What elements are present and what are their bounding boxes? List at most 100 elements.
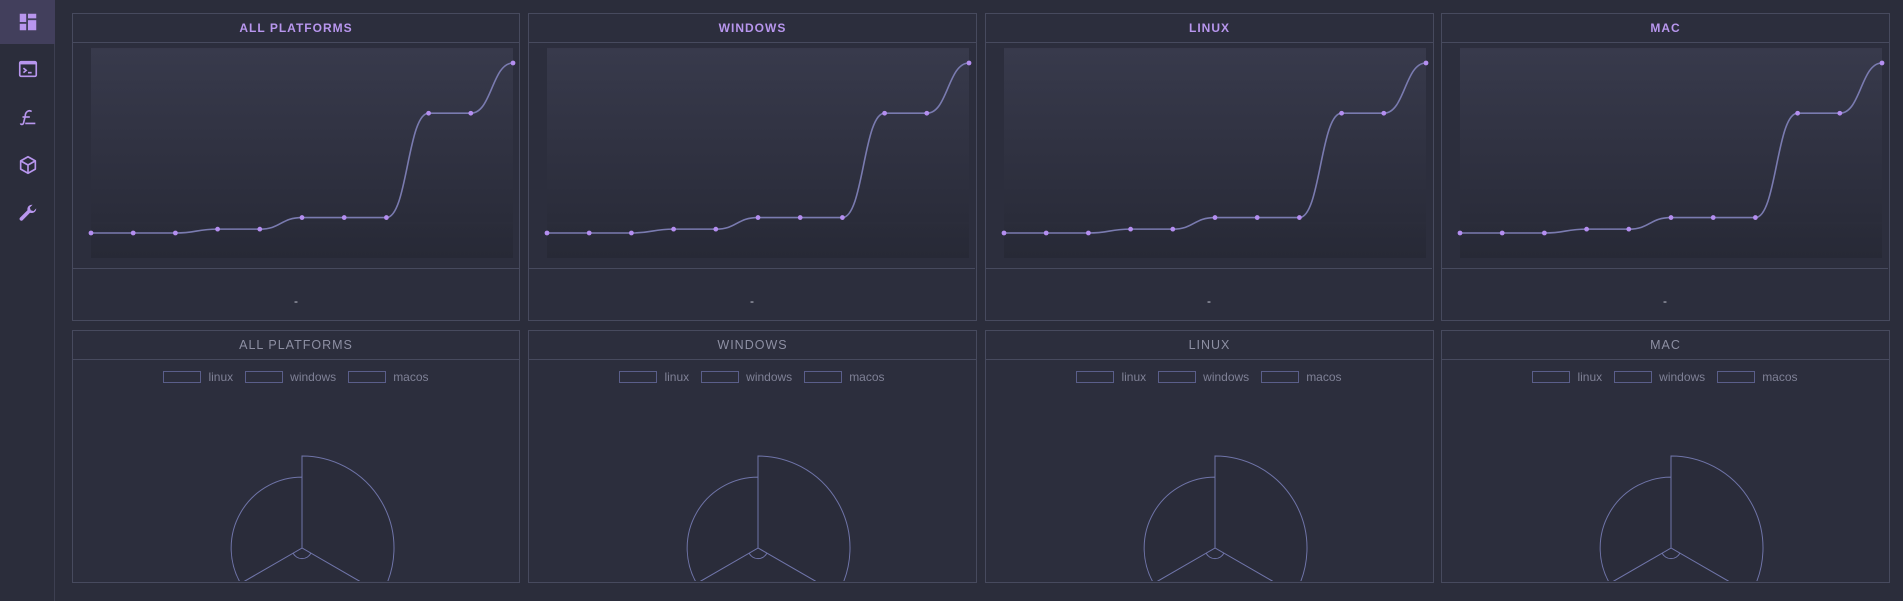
data-point [1043,230,1049,236]
legend-swatch [804,371,843,383]
data-point [713,226,719,232]
data-point [840,215,845,220]
legend-item-macos[interactable]: macos [804,370,885,384]
plot-background [1004,48,1426,258]
legend-label: macos [1306,370,1342,384]
data-point [1753,215,1758,220]
legend-item-linux[interactable]: linux [1532,370,1602,384]
line-panel-windows: WINDOWS - [528,13,977,321]
divider [529,268,975,269]
pie-panel-linux: LINUX linux windows macos [985,330,1434,583]
data-point [1626,226,1632,232]
panel-footer-value: - [294,294,298,308]
data-point [671,226,676,232]
legend-label: linux [208,370,234,384]
pie-chart [230,455,395,581]
data-point [1499,230,1505,236]
legend-item-linux[interactable]: linux [619,370,689,384]
pie-slice-macos [1143,476,1216,581]
legend-item-macos[interactable]: macos [1261,370,1342,384]
series-line [546,62,970,234]
data-point [1212,215,1218,220]
data-point [468,110,474,116]
data-point [924,110,930,116]
pie-slice-windows [1612,547,1730,581]
legend-swatch [1158,371,1197,383]
data-point [1710,215,1716,220]
data-point [1170,226,1176,232]
panel-title: LINUX [986,331,1433,360]
data-point [629,230,634,236]
legend-label: linux [664,370,690,384]
legend-item-windows[interactable]: windows [1158,370,1249,384]
legend-item-windows[interactable]: windows [701,370,792,384]
nav-tools[interactable] [0,191,55,235]
package-icon [19,155,36,175]
panel-title: WINDOWS [529,14,976,43]
line-panel-linux: LINUX - [985,13,1434,321]
pie-slice-linux [301,455,395,581]
legend-swatch [245,371,284,383]
pie-slice-linux [757,455,851,581]
script-icon [19,109,35,126]
data-point [130,230,136,236]
legend-label: macos [393,370,429,384]
wrench-icon [19,204,36,221]
legend-swatch [163,371,202,383]
pie-panel-mac: MAC linux windows macos [1441,330,1890,583]
nav-terminal[interactable] [0,47,55,91]
terminal-icon [18,60,37,78]
sidebar [0,0,55,601]
legend-item-linux[interactable]: linux [1076,370,1146,384]
pie-panel-windows: WINDOWS linux windows macos [528,330,977,583]
nav-packages[interactable] [0,143,55,187]
data-point [1381,110,1387,116]
pie-center-arc [748,552,768,560]
divider [986,268,1432,269]
legend-swatch [1532,371,1571,383]
legend-item-macos[interactable]: macos [1717,370,1798,384]
legend-label: linux [1121,370,1147,384]
legend-item-linux[interactable]: linux [163,370,233,384]
nav-scripts[interactable] [0,95,55,139]
data-point [966,60,972,66]
data-point [1879,60,1885,66]
legend-swatch [1614,371,1653,383]
pie-slice-macos [230,476,303,581]
data-point [510,60,516,66]
legend-swatch [701,371,740,383]
data-point [1795,110,1800,116]
legend-item-macos[interactable]: macos [348,370,429,384]
data-point [1297,215,1302,220]
data-point [586,230,592,236]
legend: linux windows macos [986,370,1432,384]
legend-label: windows [290,370,337,384]
data-point [1837,110,1843,116]
pie-slice-windows [243,547,361,581]
series-line [1459,62,1883,234]
line-chart [1457,47,1885,258]
pie-chart [686,455,851,581]
data-point [1584,226,1589,232]
pie-slice-windows [1156,547,1274,581]
data-point [1423,60,1429,66]
legend-item-windows[interactable]: windows [245,370,336,384]
line-panel-all-platforms: ALL PLATFORMS - [72,13,520,321]
data-point [1339,110,1344,116]
plot-background [547,48,969,258]
divider [1442,268,1888,269]
legend-label: windows [746,370,793,384]
data-point [544,230,550,236]
data-point [299,215,305,220]
legend-swatch [619,371,658,383]
line-chart [544,47,972,258]
data-point [1457,230,1463,236]
legend-label: windows [1203,370,1250,384]
pie-slice-windows [699,547,817,581]
nav-dashboard[interactable] [0,0,55,44]
panel-footer-value: - [1207,294,1211,308]
panel-title: MAC [1442,14,1889,43]
legend-item-windows[interactable]: windows [1614,370,1705,384]
legend-label: windows [1659,370,1706,384]
legend-swatch [1261,371,1300,383]
